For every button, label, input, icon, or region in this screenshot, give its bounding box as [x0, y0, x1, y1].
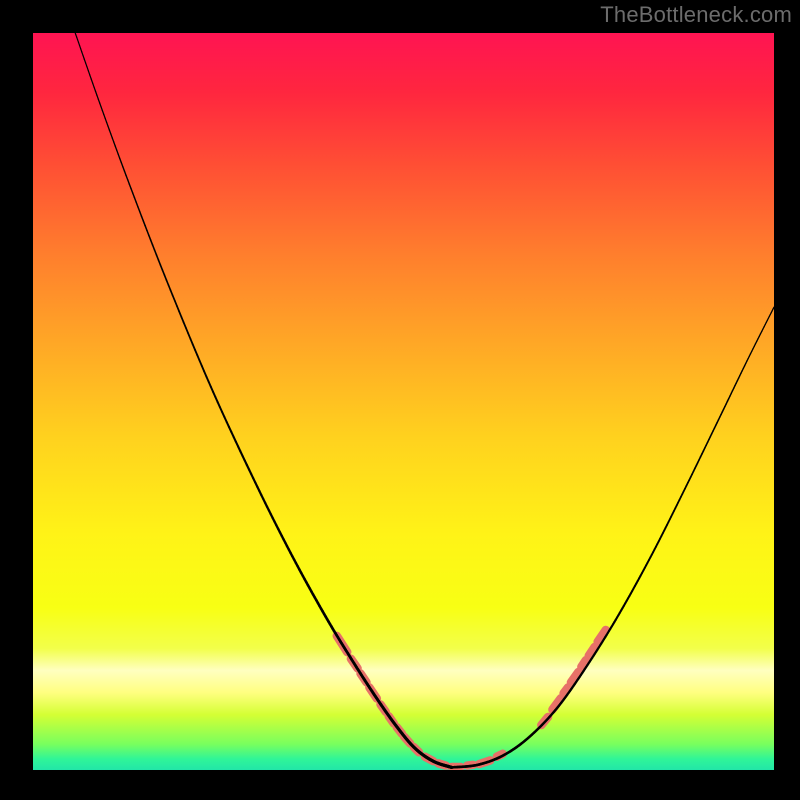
- attribution-text: TheBottleneck.com: [600, 2, 792, 28]
- frame-right: [774, 0, 800, 800]
- plot-area: [33, 33, 774, 770]
- frame-bottom: [0, 770, 800, 800]
- frame-left: [0, 0, 33, 800]
- bottleneck-curve: [33, 33, 774, 770]
